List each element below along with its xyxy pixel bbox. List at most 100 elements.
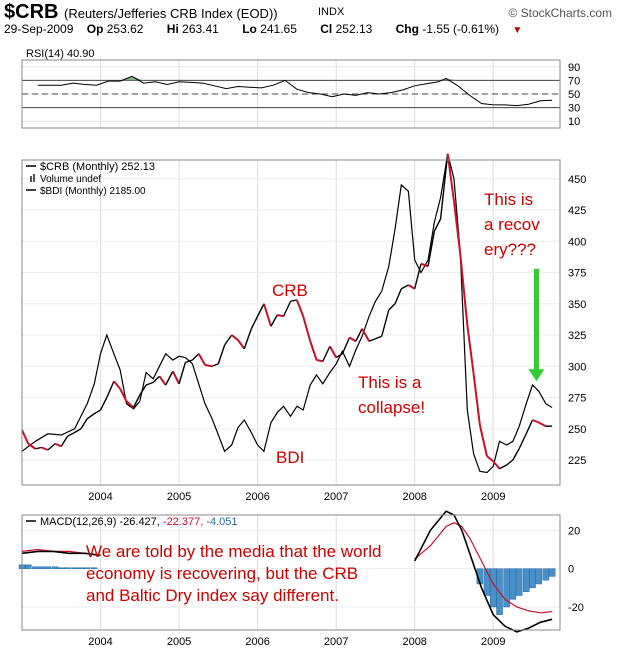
macd-histogram-bar xyxy=(503,568,510,608)
crb-line-segment xyxy=(47,443,56,451)
rsi-legend: RSI(14) 40.90 xyxy=(26,48,94,60)
crb-line-segment xyxy=(478,424,488,457)
rsi-panel-frame xyxy=(21,59,561,129)
brand-logo[interactable]: © StockCharts.com xyxy=(508,6,612,20)
crb-line-segment xyxy=(407,284,416,290)
crb-line-segment xyxy=(224,334,233,346)
crb-line-segment xyxy=(74,428,82,434)
price-tick-label: 250 xyxy=(568,424,586,436)
macd-tick-label: 20 xyxy=(568,525,580,537)
crb-line-segment xyxy=(21,429,30,445)
macd-xtick-label: 2007 xyxy=(324,636,348,648)
crb-line-segment xyxy=(439,153,449,219)
price-tick-label: 325 xyxy=(568,330,586,342)
crb-line-segment xyxy=(414,263,422,289)
crb-line-segment xyxy=(295,299,305,317)
macd-line xyxy=(413,510,553,633)
macd-annotation-line-1: We are told by the media that the world xyxy=(86,542,381,561)
crb-line-segment xyxy=(446,153,455,202)
crb-line-segment xyxy=(420,262,429,268)
price-xtick-label: 2006 xyxy=(245,491,269,503)
crb-line-segment xyxy=(322,345,331,362)
crb-line-segment xyxy=(178,362,187,384)
price-xtick-label: 2005 xyxy=(167,491,191,503)
crb-line-segment xyxy=(401,284,409,290)
crb-line-segment xyxy=(262,303,272,327)
macd-histogram-bar xyxy=(548,568,556,577)
macd-line xyxy=(21,550,101,557)
macd-histogram-bar xyxy=(38,566,45,569)
price-xtick-label: 2009 xyxy=(481,491,505,503)
crb-line-segment xyxy=(80,418,88,430)
macd-legend-part: -26.427, xyxy=(119,516,162,528)
crb-line-segment xyxy=(243,328,252,349)
crb-line-segment xyxy=(532,419,540,424)
crb-line-segment xyxy=(250,315,259,330)
macd-signal-line xyxy=(414,522,553,614)
crb-line-segment xyxy=(492,460,501,470)
crb-line-segment xyxy=(119,388,128,402)
rsi-line xyxy=(37,75,553,107)
macd-annotation-line-2: economy is recovering, but the CRB xyxy=(86,564,358,583)
crb-line-segment xyxy=(113,380,121,390)
price-xtick-label: 2008 xyxy=(402,491,426,503)
change-label: Chg xyxy=(395,22,419,36)
crb-line-segment xyxy=(231,334,239,341)
crb-line-segment xyxy=(282,300,292,317)
macd-histogram-bar xyxy=(535,568,543,585)
crb-line-segment xyxy=(191,353,200,361)
open-label: Op xyxy=(86,22,104,36)
crb-line-segment xyxy=(93,409,101,415)
macd-histogram-bar xyxy=(489,568,497,608)
recovery-annotation-line2: a recov xyxy=(484,215,540,234)
low-label: Lo xyxy=(242,22,257,36)
index-fullname: (Reuters/Jefferies CRB Index (EOD)) xyxy=(64,6,278,21)
bdi-legend: $BDI (Monthly) 2185.00 xyxy=(40,186,146,197)
price-xtick-label: 2007 xyxy=(324,491,348,503)
price-tick-label: 400 xyxy=(568,236,586,248)
ticker-symbol: $CRB xyxy=(4,1,59,23)
macd-histogram-bar xyxy=(32,566,39,569)
crb-line-segment xyxy=(35,446,42,450)
macd-histogram-bar xyxy=(25,564,32,569)
crb-line-segment xyxy=(67,431,75,437)
volume-legend: Volume undef xyxy=(40,174,101,185)
macd-histogram-bar xyxy=(522,568,530,592)
macd-xtick-label: 2004 xyxy=(88,636,112,648)
crb-line-segment xyxy=(348,336,357,343)
macd-histogram-bar xyxy=(77,567,85,569)
macd-histogram-bar xyxy=(51,566,59,569)
open-value: 253.62 xyxy=(106,22,144,36)
macd-tick-label: -20 xyxy=(568,602,584,614)
crb-line-segment xyxy=(341,337,351,355)
volume-legend-icon xyxy=(30,176,32,182)
crb-annotation: CRB xyxy=(272,281,308,300)
crb-line-segment xyxy=(197,353,206,366)
bdi-annotation: BDI xyxy=(276,448,304,467)
crb-line-segment xyxy=(466,324,475,374)
recovery-annotation-line1: This is xyxy=(484,190,533,209)
crb-line-segment xyxy=(427,231,436,267)
price-tick-label: 425 xyxy=(568,205,586,217)
crb-line-segment xyxy=(316,359,324,363)
crb-line-segment xyxy=(27,442,36,450)
crb-line-segment xyxy=(211,363,219,367)
macd-xtick-label: 2006 xyxy=(245,636,269,648)
crb-line-segment xyxy=(237,339,246,350)
crb-line-segment xyxy=(270,314,278,327)
crb-line-segment xyxy=(106,380,115,398)
high-value: 263.41 xyxy=(182,22,219,36)
price-panel-frame xyxy=(21,159,561,486)
crb-line-segment xyxy=(302,315,312,342)
macd-histogram-bar xyxy=(58,567,65,569)
crb-line-segment xyxy=(538,421,547,428)
crb-line-segment xyxy=(185,359,193,364)
rsi-tick-label: 10 xyxy=(568,116,580,128)
price-tick-label: 275 xyxy=(568,393,586,405)
price-tick-label: 225 xyxy=(568,455,586,467)
crb-line-segment xyxy=(368,338,376,342)
crb-line-segment xyxy=(132,394,141,408)
macd-legend-part: MACD(12,26,9) xyxy=(40,516,119,528)
crb-line-segment xyxy=(309,340,318,361)
